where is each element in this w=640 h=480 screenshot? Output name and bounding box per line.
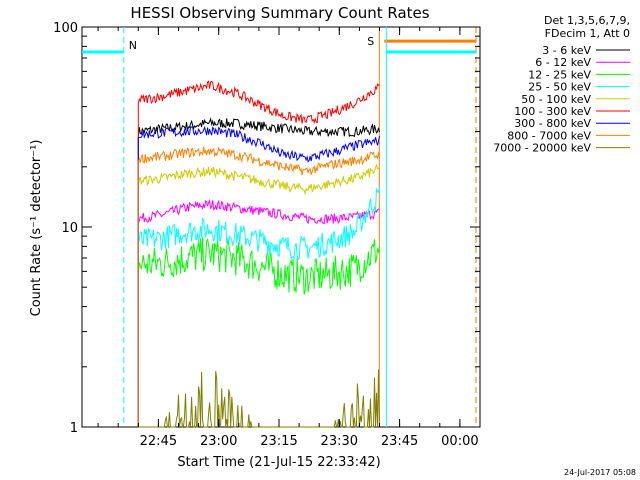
series-line xyxy=(137,125,380,427)
series-line xyxy=(137,146,380,427)
legend-entry-label: 3 - 6 keV xyxy=(542,44,591,57)
legend-entry-label: 6 - 12 keV xyxy=(535,56,591,69)
footer-timestamp: 24-Jul-2017 05:08 xyxy=(564,468,636,477)
flag-n-label: N xyxy=(129,39,137,52)
series-100-300-kev xyxy=(137,80,380,427)
x-tick-label: 22:45 xyxy=(140,434,177,449)
y-tick-label: 10 xyxy=(61,221,78,236)
series-800-7000-kev xyxy=(137,146,380,427)
legend-entry-label: 25 - 50 keV xyxy=(528,81,591,94)
x-tick-label: 23:45 xyxy=(381,434,418,449)
legend-entry-label: 300 - 800 keV xyxy=(514,117,591,130)
legend-entry-label: 100 - 300 keV xyxy=(514,105,591,118)
legend: Det 1,3,5,6,7,9,FDecim 1, Att 0 3 - 6 keV… xyxy=(493,14,630,155)
legend-entry-label: 50 - 100 keV xyxy=(521,93,591,106)
legend-entry-label: 12 - 25 keV xyxy=(528,68,591,81)
x-tick-label: 23:30 xyxy=(321,434,358,449)
series-25-50-kev xyxy=(137,186,380,427)
legend-header-line: Det 1,3,5,6,7,9, xyxy=(544,14,630,27)
series-line xyxy=(137,80,380,427)
series-6-12-kev xyxy=(137,198,380,427)
flag-s-label: S xyxy=(367,35,374,48)
chart-title: HESSI Observing Summary Count Rates xyxy=(130,4,429,22)
series-line xyxy=(137,198,380,427)
y-axis-label: Count Rate (s⁻¹ detector⁻¹) xyxy=(29,140,44,317)
series-3-6-kev xyxy=(137,117,380,427)
series-line xyxy=(138,369,380,429)
legend-header-line: FDecim 1, Att 0 xyxy=(545,27,630,40)
plot-axes xyxy=(81,26,481,428)
legend-entry-label: 800 - 7000 keV xyxy=(507,129,591,142)
x-axis-label: Start Time (21-Jul-15 22:33:42) xyxy=(177,455,380,470)
series-line xyxy=(137,117,380,427)
series-50-100-kev xyxy=(137,163,380,427)
x-tick-label: 23:00 xyxy=(200,434,237,449)
x-tick-label: 23:15 xyxy=(260,434,297,449)
plot-frame xyxy=(81,26,481,428)
axis-ticks: 22:45 23:00 23:15 23:30 23:45 00:00 1 10 100 xyxy=(53,21,481,449)
series-7000-20000-kev xyxy=(138,369,380,429)
series-line xyxy=(137,186,380,427)
series-group xyxy=(137,80,380,429)
y-tick-label: 1 xyxy=(70,421,78,436)
x-tick-label: 00:00 xyxy=(441,434,478,449)
legend-entry-label: 7000 - 20000 keV xyxy=(493,142,591,155)
y-tick-label: 100 xyxy=(53,21,78,36)
series-12-25-kev xyxy=(137,236,380,427)
series-line xyxy=(137,236,380,427)
series-300-800-kev xyxy=(137,125,380,427)
series-line xyxy=(137,163,380,427)
